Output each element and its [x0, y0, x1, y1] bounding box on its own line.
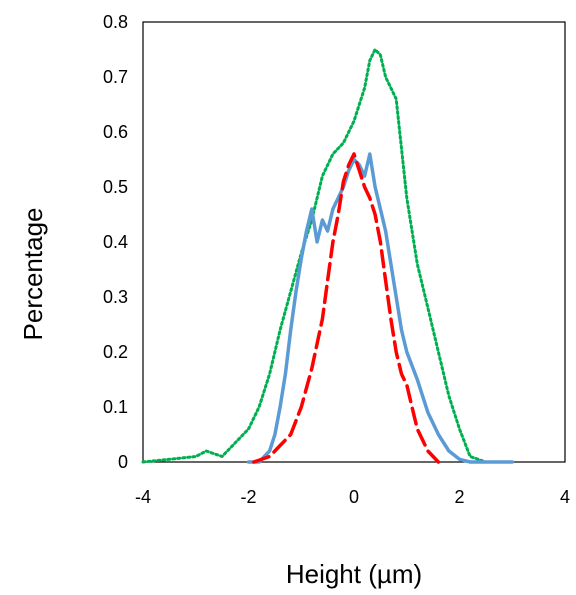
series-line-2: [246, 152, 515, 464]
y-tick-label: 0.2: [103, 342, 128, 362]
y-tick-label: 0.3: [103, 287, 128, 307]
x-tick-label: 0: [349, 487, 359, 507]
x-tick-label: 2: [454, 487, 464, 507]
series-layer: [141, 48, 515, 464]
tick-layer: -4 -2 0 2 4 0 0.1 0.2 0.3 0.4 0.5 0.6 0.7 0.8: [103, 12, 570, 507]
series-line-1: [141, 48, 514, 464]
y-axis-title: Percentage: [18, 208, 48, 341]
y-tick-label: 0.1: [103, 397, 128, 417]
y-tick-label: 0.7: [103, 67, 128, 87]
y-tick-label: 0.6: [103, 122, 128, 142]
x-axis-title: Height (µm): [286, 559, 422, 589]
y-tick-label: 0.5: [103, 177, 128, 197]
y-tick-label: 0.4: [103, 232, 128, 252]
x-tick-label: 4: [560, 487, 570, 507]
x-tick-label: -2: [240, 487, 256, 507]
y-tick-label: 0: [118, 452, 128, 472]
series-line-3: [252, 152, 441, 464]
y-tick-label: 0.8: [103, 12, 128, 32]
plot-area: [142, 21, 566, 463]
x-tick-label: -4: [135, 487, 151, 507]
